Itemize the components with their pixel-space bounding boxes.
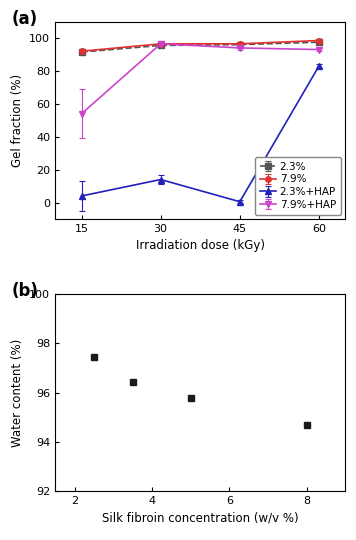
Y-axis label: Gel fraction (%): Gel fraction (%) xyxy=(11,74,24,167)
Y-axis label: Water content (%): Water content (%) xyxy=(11,339,24,447)
X-axis label: Silk fibroin concentration (w/v %): Silk fibroin concentration (w/v %) xyxy=(102,512,299,525)
Text: (b): (b) xyxy=(12,282,38,300)
Legend: 2.3%, 7.9%, 2.3%+HAP, 7.9%+HAP: 2.3%, 7.9%, 2.3%+HAP, 7.9%+HAP xyxy=(255,157,341,215)
X-axis label: Irradiation dose (kGy): Irradiation dose (kGy) xyxy=(136,239,265,252)
Text: (a): (a) xyxy=(12,10,38,28)
